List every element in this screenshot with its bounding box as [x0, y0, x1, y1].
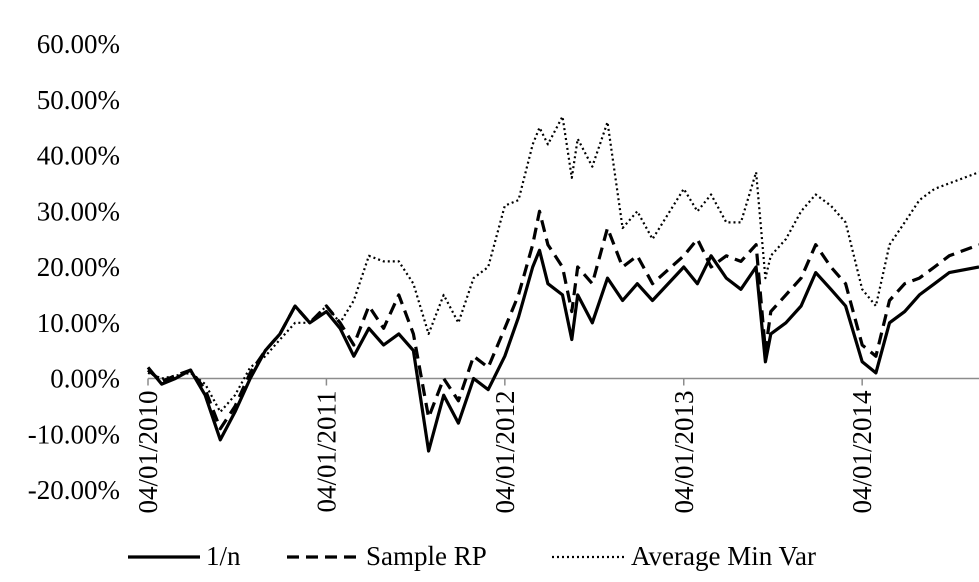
- legend: 1/n Sample RP Average Min Var: [128, 541, 816, 571]
- y-tick-label: 20.00%: [37, 252, 120, 282]
- y-axis-tick-labels: 60.00% 50.00% 40.00% 30.00% 20.00% 10.00% 0.00…: [28, 29, 120, 505]
- y-tick-label: 60.00%: [37, 29, 120, 59]
- legend-label: Sample RP: [366, 541, 487, 571]
- x-tick-label: 04/01/2014: [847, 390, 877, 514]
- legend-label: Average Min Var: [631, 541, 816, 571]
- y-tick-label: 10.00%: [37, 308, 120, 338]
- y-tick-label: -10.00%: [28, 419, 120, 449]
- x-axis-tick-labels: 04/01/2010 04/01/2011 04/01/2012 04/01/2013…: [133, 390, 877, 514]
- series-lines: [146, 115, 979, 453]
- x-axis: [147, 377, 979, 386]
- y-tick-label: 0.00%: [50, 364, 120, 394]
- y-tick-label: 50.00%: [37, 85, 120, 115]
- y-tick-label: -20.00%: [28, 475, 120, 505]
- x-tick-label: 04/01/2013: [669, 391, 699, 514]
- series-line-1-n: [146, 248, 979, 453]
- series-line-average-min-var: [147, 115, 979, 413]
- series-line-sample-rp: [146, 209, 979, 431]
- y-tick-label: 30.00%: [37, 196, 120, 226]
- y-tick-label: 40.00%: [37, 141, 120, 171]
- x-tick-label: 04/01/2010: [133, 391, 163, 514]
- legend-label: 1/n: [206, 541, 241, 571]
- x-tick-label: 04/01/2011: [311, 391, 341, 513]
- x-tick-label: 04/01/2012: [490, 391, 520, 514]
